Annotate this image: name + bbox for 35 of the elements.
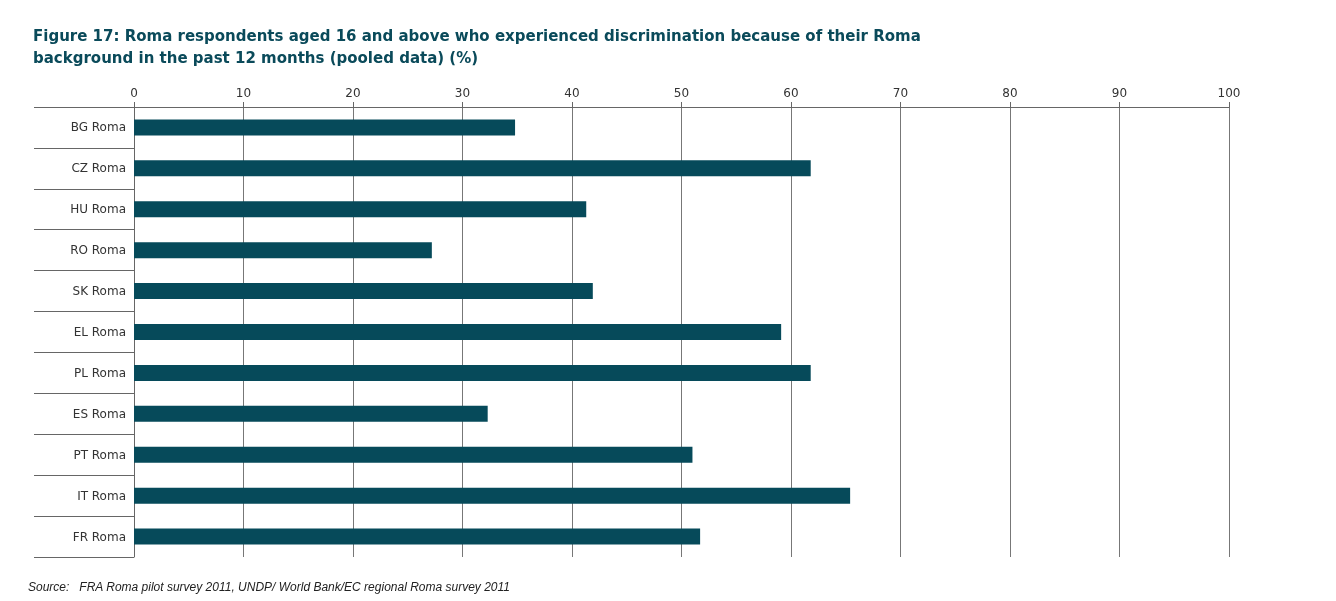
y-tick-label: IT Roma: [77, 488, 126, 503]
x-tick-label: 30: [454, 86, 471, 100]
x-tick-label: 10: [235, 86, 252, 100]
chart-title: Figure 17: Roma respondents aged 16 and above who experienced discrimination because of their Roma background in the past 12 months (pooled data) (%): [33, 27, 921, 67]
bar: [134, 283, 593, 300]
y-tick-label: HU Roma: [70, 202, 126, 217]
bar: [134, 242, 432, 259]
bar: [134, 446, 693, 463]
y-tick-label: CZ Roma: [71, 161, 126, 176]
x-tick-label: 60: [783, 86, 799, 100]
x-tick-label: 70: [892, 86, 909, 100]
bar: [134, 119, 516, 136]
x-tick-label: 80: [1002, 86, 1018, 100]
bar: [134, 487, 851, 504]
bar: [134, 201, 587, 218]
y-tick-label: BG Roma: [70, 120, 126, 135]
bar: [134, 160, 811, 177]
x-tick-label: 40: [564, 86, 580, 100]
y-tick-label: EL Roma: [73, 325, 126, 339]
bar: [134, 324, 782, 340]
bar: [134, 364, 811, 381]
x-tick-label: 100: [1217, 86, 1241, 100]
y-tick-label: SK Roma: [72, 284, 126, 299]
y-tick-label: PL Roma: [74, 365, 126, 380]
y-tick-label: ES Roma: [72, 406, 126, 421]
y-tick-label: FR Roma: [72, 529, 126, 544]
bar: [134, 528, 701, 545]
y-tick-label: RO Roma: [70, 243, 126, 258]
x-tick-label: 20: [345, 86, 361, 100]
bar: [134, 405, 488, 422]
source-note: Source: FRA Roma pilot survey 2011, UNDP/ World Bank/EC regional Roma survey 2011: [28, 580, 510, 594]
x-tick-label: 50: [673, 86, 690, 100]
x-tick-label: 90: [1111, 86, 1128, 100]
x-tick-label: 0: [130, 86, 138, 100]
y-tick-label: PT Roma: [73, 447, 126, 462]
